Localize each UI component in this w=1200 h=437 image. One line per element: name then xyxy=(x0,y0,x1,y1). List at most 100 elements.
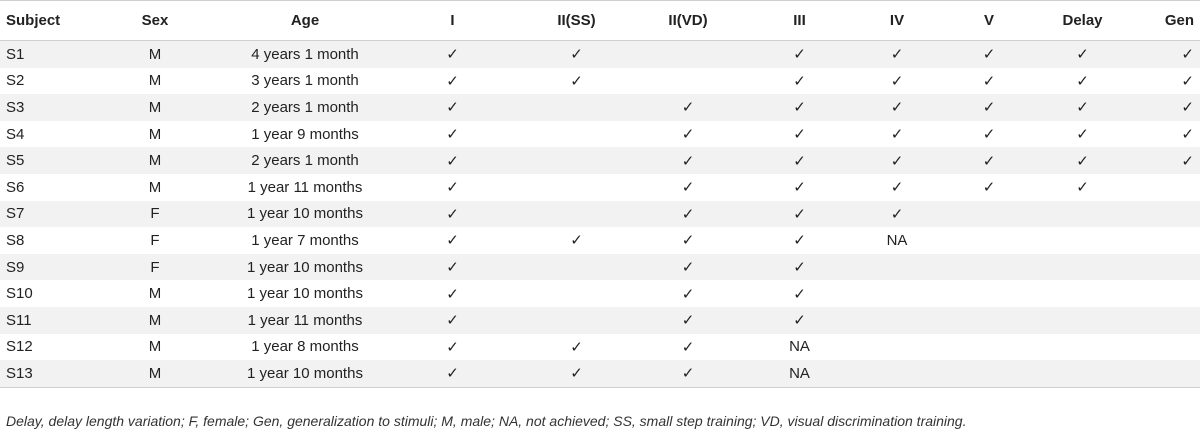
cell-iv: ✓ xyxy=(890,71,904,90)
cell-v xyxy=(943,201,1035,228)
cell-age: 1 year 8 months xyxy=(251,338,359,356)
cell-gen xyxy=(1130,334,1200,361)
cell-subject: S7 xyxy=(6,205,25,223)
cell-iv: ✓ xyxy=(890,125,904,144)
cell-delay: ✓ xyxy=(1076,125,1089,144)
cell-sex: M xyxy=(80,360,230,388)
cell-v: ✓ xyxy=(982,178,996,197)
cell-ii-vd: ✓ xyxy=(681,311,695,330)
cell-iii: ✓ xyxy=(793,178,806,197)
cell-delay xyxy=(1035,334,1130,361)
col-header-age: Age xyxy=(230,0,380,41)
subject-table: Subject Sex Age I II(SS) II(VD) III IV V… xyxy=(0,0,1200,388)
cell-iii: ✓ xyxy=(793,125,806,144)
cell-delay: ✓ xyxy=(1076,178,1089,197)
cell-subject: S4 xyxy=(6,125,25,143)
cell-v xyxy=(943,307,1035,334)
cell-age: 3 years 1 month xyxy=(251,72,359,90)
cell-v: ✓ xyxy=(982,71,996,90)
cell-v: ✓ xyxy=(982,125,996,144)
cell-ii-ss xyxy=(525,254,628,281)
table-footnote: Delay, delay length variation; F, female… xyxy=(6,413,967,429)
cell-i: ✓ xyxy=(446,98,459,117)
cell-gen: ✓ xyxy=(1181,45,1194,64)
cell-v: ✓ xyxy=(982,98,996,117)
cell-subject: S13 xyxy=(0,360,80,388)
cell-iii: ✓ xyxy=(793,284,806,303)
cell-sex: M xyxy=(148,125,162,143)
table-row: S6 M 1 year 11 months ✓ ✓ ✓ ✓ ✓ ✓ xyxy=(0,173,1200,201)
header-row: Subject Sex Age I II(SS) II(VD) III IV V… xyxy=(0,0,1200,41)
cell-iii: ✓ xyxy=(793,151,806,170)
table-row: S11 M 1 year 11 months ✓ ✓ ✓ xyxy=(0,306,1200,334)
cell-ii-vd: ✓ xyxy=(681,231,695,250)
cell-iv: NA xyxy=(886,231,908,249)
cell-iii: ✓ xyxy=(793,231,806,250)
cell-sex: M xyxy=(148,178,162,196)
cell-sex: F xyxy=(150,258,160,276)
cell-age: 1 year 10 months xyxy=(247,285,363,303)
cell-subject: S5 xyxy=(6,152,25,170)
cell-v xyxy=(943,227,1035,254)
cell-delay: ✓ xyxy=(1076,151,1089,170)
cell-ii-vd: ✓ xyxy=(681,178,695,197)
cell-iii: NA xyxy=(748,360,851,388)
col-header-ii-vd: II(VD) xyxy=(628,0,748,41)
cell-iii: ✓ xyxy=(793,258,806,277)
cell-age: 2 years 1 month xyxy=(251,98,359,116)
cell-age: 4 years 1 month xyxy=(251,45,359,63)
cell-age: 1 year 7 months xyxy=(251,231,359,249)
table-row: S3 M 2 years 1 month ✓ ✓ ✓ ✓ ✓ ✓ ✓ xyxy=(0,94,1200,121)
cell-age: 2 years 1 month xyxy=(251,152,359,170)
cell-gen xyxy=(1130,227,1200,254)
cell-ii-vd: ✓ xyxy=(681,98,695,117)
table-row: S12 M 1 year 8 months ✓ ✓ ✓ NA xyxy=(0,333,1200,361)
cell-iv xyxy=(851,334,943,361)
cell-sex: M xyxy=(148,285,162,303)
col-header-subject: Subject xyxy=(0,0,80,41)
cell-sex: M xyxy=(148,152,162,170)
table-row: S4 M 1 year 9 months ✓ ✓ ✓ ✓ ✓ ✓ ✓ xyxy=(0,120,1200,148)
cell-subject: S6 xyxy=(6,178,25,196)
cell-i: ✓ xyxy=(380,360,525,388)
cell-v xyxy=(943,254,1035,281)
cell-age: 1 year 11 months xyxy=(247,311,363,329)
cell-gen xyxy=(1130,360,1200,388)
cell-ii-ss: ✓ xyxy=(570,231,583,250)
cell-subject: S9 xyxy=(6,258,25,276)
cell-ii-vd: ✓ xyxy=(628,360,748,388)
cell-delay: ✓ xyxy=(1076,98,1089,117)
cell-ii-ss xyxy=(525,307,628,334)
cell-delay xyxy=(1035,254,1130,281)
table-header: Subject Sex Age I II(SS) II(VD) III IV V… xyxy=(0,0,1200,41)
cell-iii: ✓ xyxy=(793,311,806,330)
cell-gen xyxy=(1130,174,1200,201)
cell-ii-ss: ✓ xyxy=(570,337,583,356)
cell-delay xyxy=(1035,360,1130,388)
cell-sex: M xyxy=(148,338,162,356)
cell-iii: ✓ xyxy=(793,45,806,64)
cell-subject: S8 xyxy=(6,231,25,249)
cell-ii-ss xyxy=(525,280,628,307)
cell-iv xyxy=(851,360,943,388)
cell-i: ✓ xyxy=(446,45,459,64)
cell-iv xyxy=(851,254,943,281)
cell-gen xyxy=(1130,254,1200,281)
cell-ii-ss xyxy=(525,201,628,228)
cell-gen xyxy=(1130,307,1200,334)
cell-v xyxy=(943,280,1035,307)
cell-age: 1 year 10 months xyxy=(247,258,363,276)
table-row: S5 M 2 years 1 month ✓ ✓ ✓ ✓ ✓ ✓ ✓ xyxy=(0,147,1200,174)
cell-iii: ✓ xyxy=(793,98,806,117)
col-header-iv: IV xyxy=(851,0,943,41)
col-header-sex: Sex xyxy=(80,0,230,41)
col-header-v: V xyxy=(943,0,1035,41)
cell-ii-ss: ✓ xyxy=(570,71,583,90)
col-header-iii: III xyxy=(748,0,851,41)
col-header-delay: Delay xyxy=(1035,0,1130,41)
cell-i: ✓ xyxy=(446,151,459,170)
cell-delay: ✓ xyxy=(1076,45,1089,64)
cell-v xyxy=(943,334,1035,361)
cell-ii-vd: ✓ xyxy=(681,125,695,144)
